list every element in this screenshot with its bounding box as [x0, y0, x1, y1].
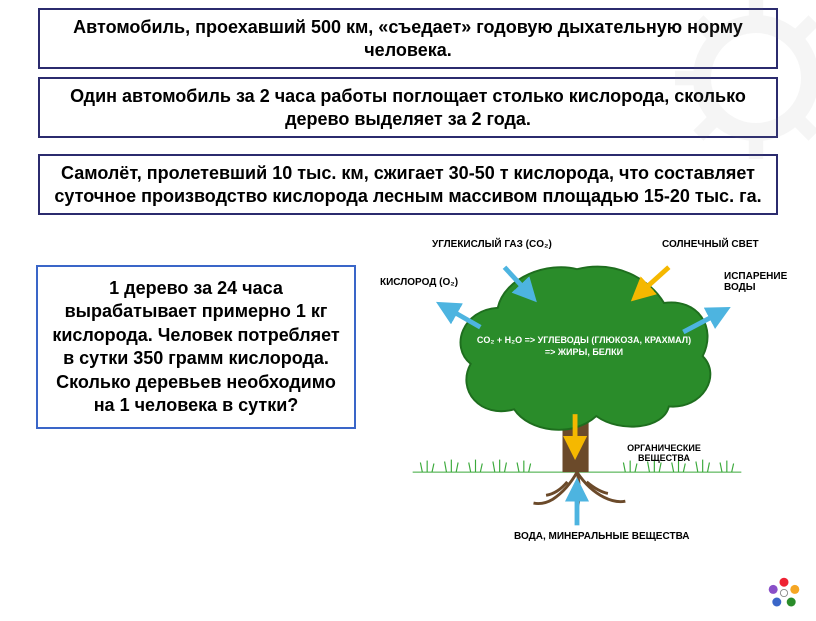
photosynthesis-diagram: УГЛЕКИСЛЫЙ ГАЗ (CO₂) КИСЛОРОД (O₂) СОЛНЕ… [374, 235, 780, 545]
label-center-formula: CO₂ + H₂O => УГЛЕВОДЫ (ГЛЮКОЗА, КРАХМАЛ)… [474, 335, 694, 358]
corner-logo-icon [766, 575, 802, 611]
label-evaporation: ИСПАРЕНИЕ ВОДЫ [724, 271, 787, 293]
question-text: 1 дерево за 24 часа вырабатывает примерн… [52, 278, 339, 415]
fact3-text: Самолёт, пролетевший 10 тыс. км, сжигает… [54, 163, 761, 206]
question-box: 1 дерево за 24 часа вырабатывает примерн… [36, 265, 356, 429]
label-water-minerals: ВОДА, МИНЕРАЛЬНЫЕ ВЕЩЕСТВА [514, 531, 690, 542]
fact1-text: Автомобиль, проехавший 500 км, «съедает»… [73, 17, 743, 60]
label-co2: УГЛЕКИСЛЫЙ ГАЗ (CO₂) [432, 239, 552, 250]
bottom-row: 1 дерево за 24 часа вырабатывает примерн… [36, 235, 780, 545]
label-organic: ОРГАНИЧЕСКИЕ ВЕЩЕСТВА [604, 443, 724, 463]
label-sunlight: СОЛНЕЧНЫЙ СВЕТ [662, 239, 759, 250]
fact2-text: Один автомобиль за 2 часа работы поглоща… [70, 86, 746, 129]
background-gear-decoration [666, 0, 816, 168]
label-o2: КИСЛОРОД (O₂) [380, 277, 458, 288]
